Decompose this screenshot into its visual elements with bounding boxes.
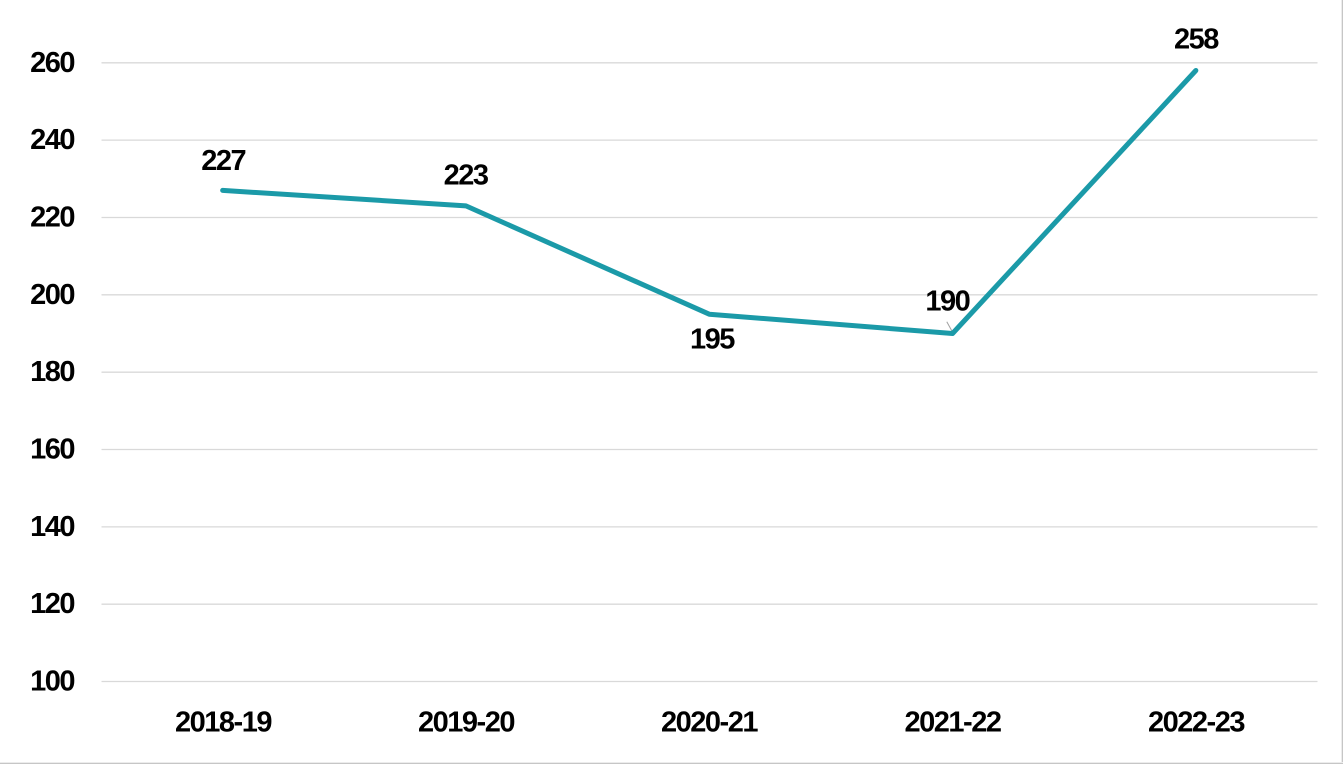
svg-text:190: 190 xyxy=(925,285,969,317)
svg-text:220: 220 xyxy=(30,202,74,234)
svg-text:120: 120 xyxy=(30,588,74,620)
svg-text:140: 140 xyxy=(30,511,74,543)
svg-text:258: 258 xyxy=(1174,24,1219,56)
svg-text:180: 180 xyxy=(30,356,74,388)
svg-text:2018-19: 2018-19 xyxy=(175,706,272,738)
svg-text:260: 260 xyxy=(30,47,74,79)
svg-text:160: 160 xyxy=(30,434,74,466)
svg-text:227: 227 xyxy=(201,145,245,177)
svg-text:2021-22: 2021-22 xyxy=(905,706,1001,738)
svg-text:100: 100 xyxy=(30,666,74,698)
svg-text:2022-23: 2022-23 xyxy=(1148,706,1245,738)
svg-text:200: 200 xyxy=(30,279,74,311)
svg-text:195: 195 xyxy=(690,324,735,356)
svg-text:2020-21: 2020-21 xyxy=(661,706,758,738)
svg-text:240: 240 xyxy=(30,124,74,156)
svg-text:2019-20: 2019-20 xyxy=(418,706,514,738)
svg-text:223: 223 xyxy=(444,160,489,192)
